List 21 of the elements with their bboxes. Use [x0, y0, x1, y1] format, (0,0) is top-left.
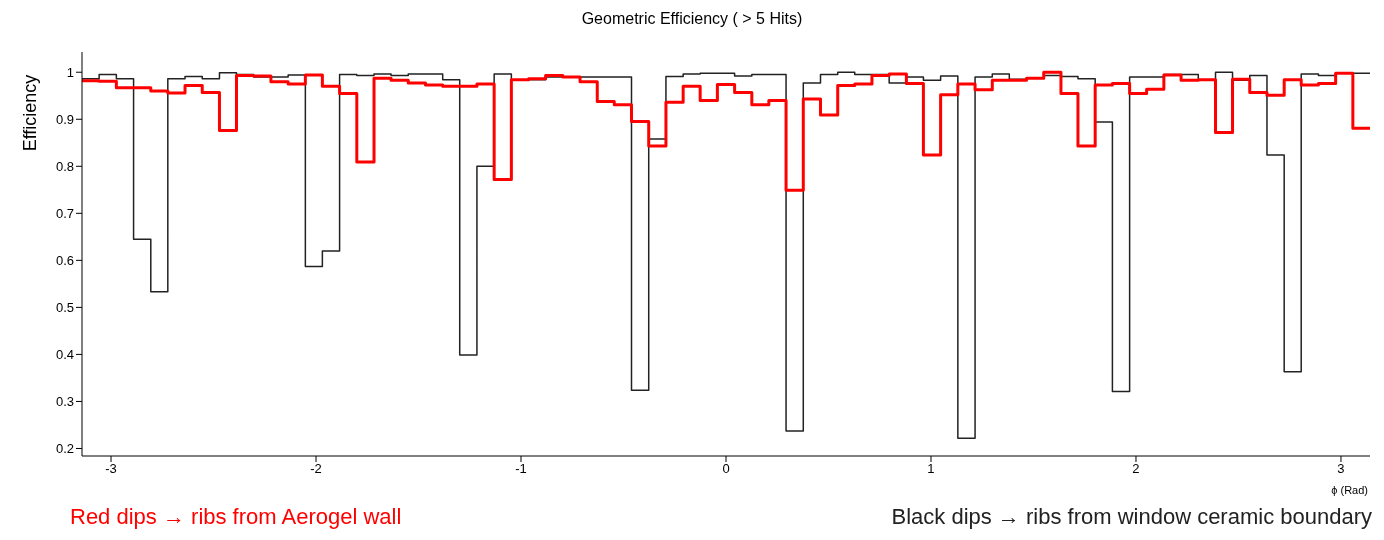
text: Red dips → ribs from Aerogel wall	[70, 504, 402, 530]
y-tick-label: 1	[66, 64, 74, 80]
x-tick-label: -3	[105, 461, 117, 477]
y-axis-title: Efficiency	[19, 74, 41, 152]
y-tick-label: 0.6	[55, 252, 74, 268]
x-tick-label: -2	[310, 461, 322, 477]
y-tick-label: 0.9	[55, 111, 74, 127]
x-tick-label: 0	[722, 461, 730, 477]
y-tick-label: 0.3	[55, 394, 74, 410]
y-tick-label: 0.7	[55, 205, 74, 221]
x-tick-label: 1	[927, 461, 935, 477]
x-axis-title: ϕ (Rad)	[1331, 484, 1368, 496]
y-tick-label: 0.8	[55, 158, 74, 174]
chart-title: Geometric Efficiency ( > 5 Hits)	[580, 10, 804, 28]
text: Black dips → ribs from window ceramic boundary	[891, 504, 1372, 530]
y-tick-label: 0.5	[55, 300, 74, 315]
x-tick-label: -1	[515, 461, 527, 477]
x-tick-label: 3	[1337, 461, 1345, 477]
y-tick-label: 0.2	[55, 441, 74, 457]
x-tick-label: 2	[1132, 461, 1140, 477]
y-tick-label: 0.4	[55, 347, 74, 363]
